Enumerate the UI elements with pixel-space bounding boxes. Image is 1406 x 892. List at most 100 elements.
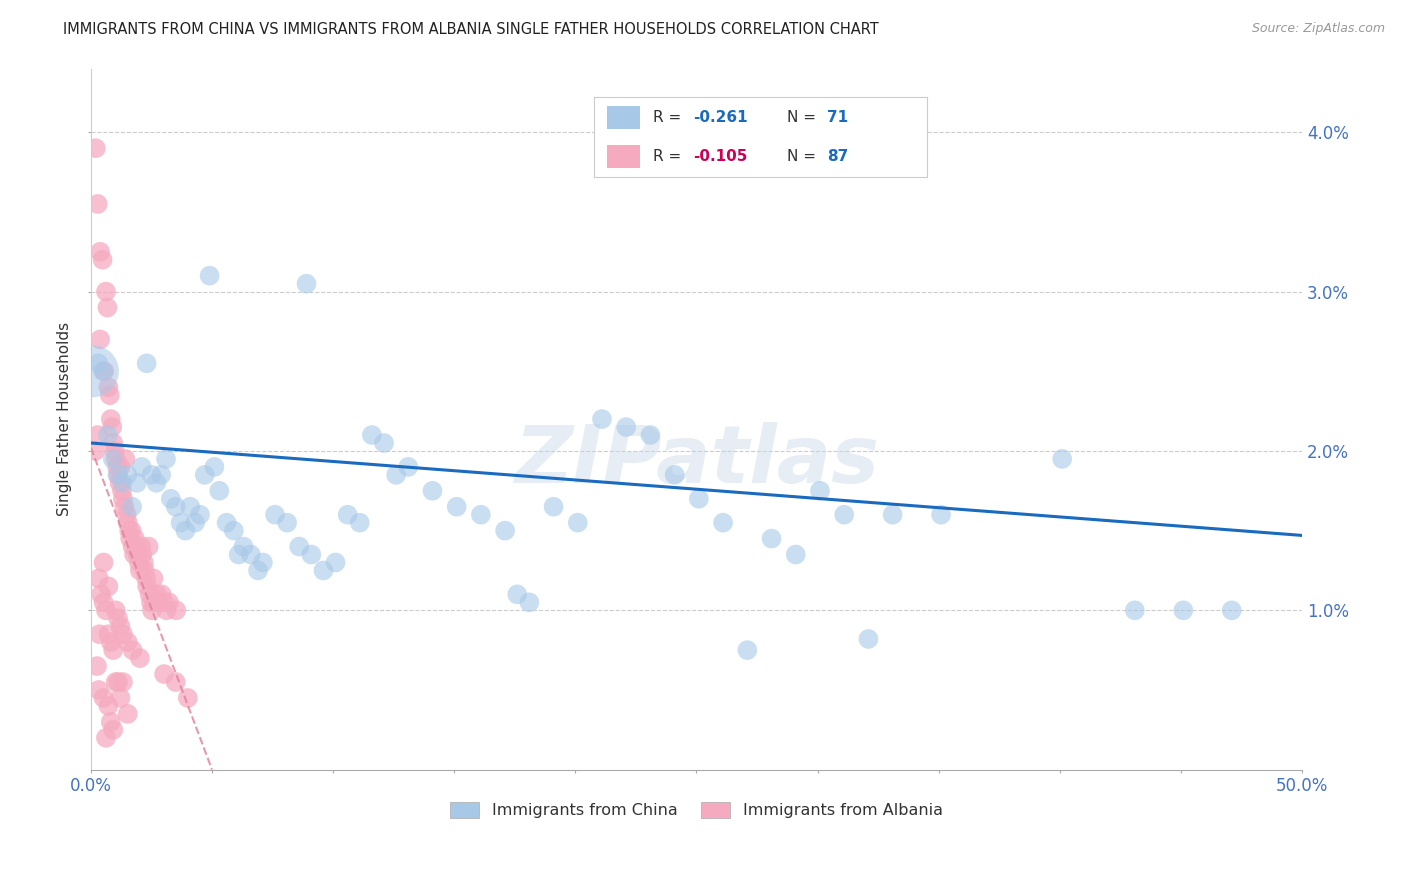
Point [179, 500, 201, 514]
Point [543, 500, 565, 514]
Point [107, 467, 129, 482]
Point [194, 467, 217, 482]
Point [101, 420, 124, 434]
Point [101, 451, 124, 466]
Point [86, 428, 108, 442]
Point [89, 627, 111, 641]
Point [470, 508, 492, 522]
Point [93, 556, 115, 570]
Point [100, 714, 122, 729]
Point [86, 659, 108, 673]
Point [111, 475, 134, 490]
Point [94, 603, 117, 617]
Point [373, 436, 395, 450]
Point [128, 556, 150, 570]
Point [89, 244, 111, 259]
Point [105, 459, 128, 474]
Point [134, 564, 156, 578]
Point [115, 508, 138, 522]
Point [146, 587, 169, 601]
Point [128, 564, 150, 578]
Point [688, 491, 710, 506]
Point [97, 428, 120, 442]
Point [136, 579, 159, 593]
Point [446, 500, 468, 514]
Point [138, 540, 160, 554]
Point [107, 675, 129, 690]
Point [131, 548, 153, 562]
Point [82, 364, 104, 378]
Point [94, 285, 117, 299]
Point [155, 603, 177, 617]
Point [198, 268, 221, 283]
Point [110, 459, 132, 474]
Point [117, 516, 139, 530]
Point [104, 675, 127, 690]
Point [153, 595, 176, 609]
Legend: Immigrants from China, Immigrants from Albania: Immigrants from China, Immigrants from A… [444, 796, 949, 825]
Point [232, 540, 254, 554]
Point [150, 467, 173, 482]
Point [141, 603, 163, 617]
Point [103, 436, 125, 450]
Point [90, 587, 112, 601]
Point [264, 508, 287, 522]
Point [132, 556, 155, 570]
Point [252, 556, 274, 570]
Point [107, 611, 129, 625]
Point [93, 690, 115, 705]
Point [349, 516, 371, 530]
Point [117, 706, 139, 721]
Point [87, 356, 110, 370]
Point [204, 459, 226, 474]
Point [131, 540, 153, 554]
Point [295, 277, 318, 291]
Point [640, 428, 662, 442]
Point [93, 364, 115, 378]
Point [1123, 603, 1146, 617]
Point [97, 698, 120, 713]
Point [97, 380, 120, 394]
Point [141, 467, 163, 482]
Point [84, 444, 107, 458]
Point [1050, 451, 1073, 466]
Point [184, 516, 207, 530]
Text: IMMIGRANTS FROM CHINA VS IMMIGRANTS FROM ALBANIA SINGLE FATHER HOUSEHOLDS CORREL: IMMIGRANTS FROM CHINA VS IMMIGRANTS FROM… [63, 22, 879, 37]
Point [614, 420, 637, 434]
Point [121, 524, 143, 538]
Point [336, 508, 359, 522]
Point [208, 483, 231, 498]
Point [1220, 603, 1243, 617]
Point [882, 508, 904, 522]
Point [94, 731, 117, 745]
Point [155, 451, 177, 466]
Point [139, 595, 162, 609]
Point [98, 388, 121, 402]
Point [91, 364, 114, 378]
Point [247, 564, 270, 578]
Point [127, 548, 149, 562]
Point [111, 483, 134, 498]
Point [100, 635, 122, 649]
Point [188, 508, 211, 522]
Text: Source: ZipAtlas.com: Source: ZipAtlas.com [1251, 22, 1385, 36]
Point [142, 571, 165, 585]
Point [89, 333, 111, 347]
Point [737, 643, 759, 657]
Y-axis label: Single Father Households: Single Father Households [58, 322, 72, 516]
Point [506, 587, 529, 601]
Point [97, 627, 120, 641]
Point [711, 516, 734, 530]
Point [858, 632, 880, 646]
Point [222, 524, 245, 538]
Point [107, 467, 129, 482]
Point [131, 459, 153, 474]
Point [165, 500, 187, 514]
Point [111, 675, 134, 690]
Point [288, 540, 311, 554]
Point [114, 451, 136, 466]
Point [124, 532, 146, 546]
Point [165, 603, 187, 617]
Point [125, 540, 148, 554]
Point [104, 451, 127, 466]
